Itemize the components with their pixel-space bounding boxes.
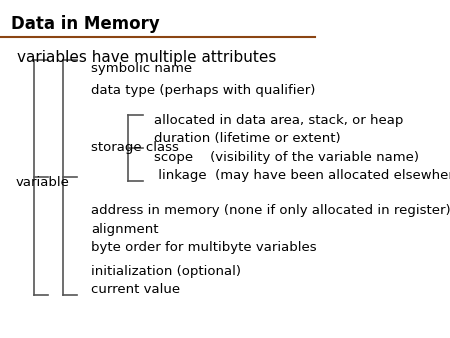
Text: Data in Memory: Data in Memory xyxy=(11,15,160,33)
Text: current value: current value xyxy=(91,283,180,296)
Text: storage class: storage class xyxy=(91,141,179,154)
Text: byte order for multibyte variables: byte order for multibyte variables xyxy=(91,241,316,254)
Text: duration (lifetime or extent): duration (lifetime or extent) xyxy=(153,132,340,145)
Text: variables have multiple attributes: variables have multiple attributes xyxy=(17,50,276,65)
Text: symbolic name: symbolic name xyxy=(91,62,192,75)
Text: variable: variable xyxy=(15,176,69,189)
Text: alignment: alignment xyxy=(91,223,158,236)
Text: allocated in data area, stack, or heap: allocated in data area, stack, or heap xyxy=(153,114,403,127)
Text: scope    (visibility of the variable name): scope (visibility of the variable name) xyxy=(153,151,418,164)
Text: address in memory (none if only allocated in register): address in memory (none if only allocate… xyxy=(91,204,450,217)
Text: initialization (optional): initialization (optional) xyxy=(91,265,241,278)
Text: data type (perhaps with qualifier): data type (perhaps with qualifier) xyxy=(91,84,315,97)
Text: linkage  (may have been allocated elsewhere): linkage (may have been allocated elsewhe… xyxy=(153,169,450,182)
